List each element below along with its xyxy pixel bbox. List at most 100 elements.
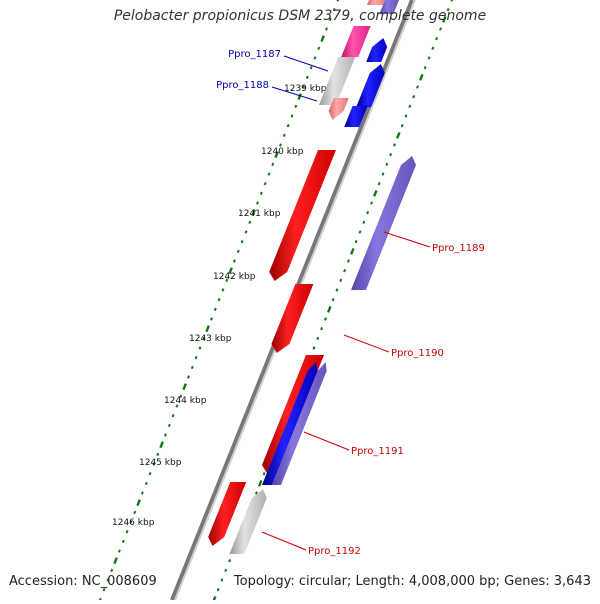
minor-tick bbox=[179, 394, 183, 399]
gene-label-ppro-1189[interactable]: Ppro_1189 bbox=[432, 243, 485, 254]
minor-tick bbox=[313, 56, 317, 60]
minor-tick bbox=[389, 153, 393, 157]
major-tick bbox=[205, 325, 210, 333]
minor-tick bbox=[148, 472, 152, 476]
minor-tick bbox=[228, 559, 232, 563]
gene-block-violet-1189[interactable] bbox=[351, 156, 416, 290]
gene-label-ppro-1191[interactable]: Ppro_1191 bbox=[351, 446, 404, 457]
minor-tick bbox=[279, 143, 282, 147]
minor-tick bbox=[256, 201, 259, 205]
minor-tick bbox=[404, 114, 408, 118]
minor-tick bbox=[175, 404, 179, 408]
minor-tick bbox=[144, 481, 148, 486]
minor-tick bbox=[209, 317, 213, 321]
minor-tick bbox=[408, 104, 412, 108]
minor-tick bbox=[339, 278, 343, 283]
minor-tick bbox=[117, 549, 121, 553]
major-tick bbox=[320, 35, 325, 43]
minor-tick bbox=[263, 182, 267, 186]
minor-tick bbox=[106, 578, 110, 582]
minor-tick bbox=[194, 356, 198, 360]
minor-tick bbox=[286, 124, 290, 128]
leader-line-ppro-1192 bbox=[261, 531, 307, 551]
minor-tick bbox=[439, 27, 442, 31]
gene-block-ppro-1188[interactable] bbox=[356, 64, 385, 107]
minor-tick bbox=[217, 298, 221, 302]
minor-tick bbox=[254, 491, 258, 495]
minor-tick bbox=[232, 259, 236, 263]
minor-tick bbox=[320, 327, 324, 331]
gene-label-ppro-1187[interactable]: Ppro_1187 bbox=[228, 49, 281, 60]
minor-tick bbox=[309, 66, 313, 70]
gene-block-pink[interactable] bbox=[341, 26, 371, 57]
scale-label-1240: 1240 kbp bbox=[261, 147, 304, 157]
minor-tick bbox=[381, 172, 385, 176]
gene-block-blue-small[interactable] bbox=[344, 106, 368, 127]
minor-tick bbox=[294, 104, 298, 108]
minor-tick bbox=[446, 8, 450, 12]
minor-tick bbox=[190, 365, 194, 370]
topology-text: Topology: circular; Length: 4,008,000 bp… bbox=[233, 574, 591, 589]
minor-tick bbox=[248, 220, 252, 224]
gene-block-ppro-1187[interactable] bbox=[366, 38, 388, 62]
gene-block-lightred[interactable] bbox=[328, 98, 349, 120]
minor-tick bbox=[152, 462, 156, 466]
minor-tick bbox=[259, 191, 263, 195]
genome-title: Pelobacter propionicus DSM 2379, complet… bbox=[113, 8, 487, 24]
minor-tick bbox=[110, 568, 114, 573]
major-tick bbox=[326, 305, 332, 313]
gene-block-ppro-1190[interactable] bbox=[271, 284, 314, 353]
gene-block-ppro-1192[interactable] bbox=[208, 482, 247, 546]
major-tick bbox=[297, 93, 302, 101]
scale-label-1245: 1245 kbp bbox=[139, 458, 182, 468]
minor-tick bbox=[362, 220, 366, 224]
gene-labels: Ppro_1187 Ppro_1188 Ppro_1189 Ppro_1190 … bbox=[216, 49, 485, 557]
major-tick bbox=[274, 151, 279, 159]
scale-label-1239: 1239 kbp bbox=[284, 84, 327, 94]
gene-block-blue-top[interactable] bbox=[379, 0, 399, 14]
leader-line-ppro-1191 bbox=[303, 431, 350, 451]
minor-tick bbox=[262, 472, 266, 476]
minor-tick bbox=[325, 27, 328, 31]
minor-tick bbox=[267, 172, 271, 176]
gene-label-ppro-1190[interactable]: Ppro_1190 bbox=[391, 348, 444, 359]
scale-label-1241: 1241 kbp bbox=[238, 209, 281, 219]
major-tick bbox=[442, 15, 447, 23]
minor-tick bbox=[282, 133, 286, 137]
gene-label-ppro-1192[interactable]: Ppro_1192 bbox=[308, 546, 361, 557]
minor-tick bbox=[385, 162, 389, 166]
gene-label-ppro-1188[interactable]: Ppro_1188 bbox=[216, 80, 269, 91]
minor-tick bbox=[331, 298, 335, 302]
major-tick bbox=[251, 209, 256, 217]
minor-tick bbox=[323, 317, 327, 321]
scale-label-1246: 1246 kbp bbox=[112, 518, 155, 528]
minor-tick bbox=[366, 211, 370, 215]
minor-tick bbox=[271, 162, 275, 166]
minor-tick bbox=[225, 278, 229, 283]
minor-tick bbox=[221, 288, 225, 292]
minor-tick bbox=[358, 230, 362, 234]
minor-tick bbox=[346, 259, 350, 263]
gene-block-grey-1192[interactable] bbox=[229, 489, 267, 554]
tick-track-outer bbox=[98, 0, 340, 602]
scale-labels: 1239 kbp 1240 kbp 1241 kbp 1242 kbp 1243… bbox=[112, 84, 327, 528]
minor-tick bbox=[427, 56, 431, 60]
minor-tick bbox=[156, 452, 160, 457]
minor-tick bbox=[393, 143, 396, 147]
minor-tick bbox=[216, 588, 220, 592]
minor-tick bbox=[343, 269, 347, 273]
leader-line-ppro-1187 bbox=[283, 55, 329, 72]
gene-block-grey-top[interactable] bbox=[319, 57, 356, 105]
scale-label-1242: 1242 kbp bbox=[213, 272, 256, 282]
minor-tick bbox=[213, 307, 217, 312]
major-tick bbox=[257, 479, 263, 487]
minor-tick bbox=[186, 375, 190, 379]
minor-tick bbox=[290, 114, 294, 118]
gene-block-ppro-1189[interactable] bbox=[269, 150, 336, 281]
gene-block-top-red[interactable] bbox=[367, 0, 387, 5]
gene-block-violet-1191[interactable] bbox=[272, 362, 327, 485]
minor-tick bbox=[370, 201, 373, 205]
gene-block-blue-1191[interactable] bbox=[262, 362, 318, 485]
minor-tick bbox=[133, 510, 137, 515]
